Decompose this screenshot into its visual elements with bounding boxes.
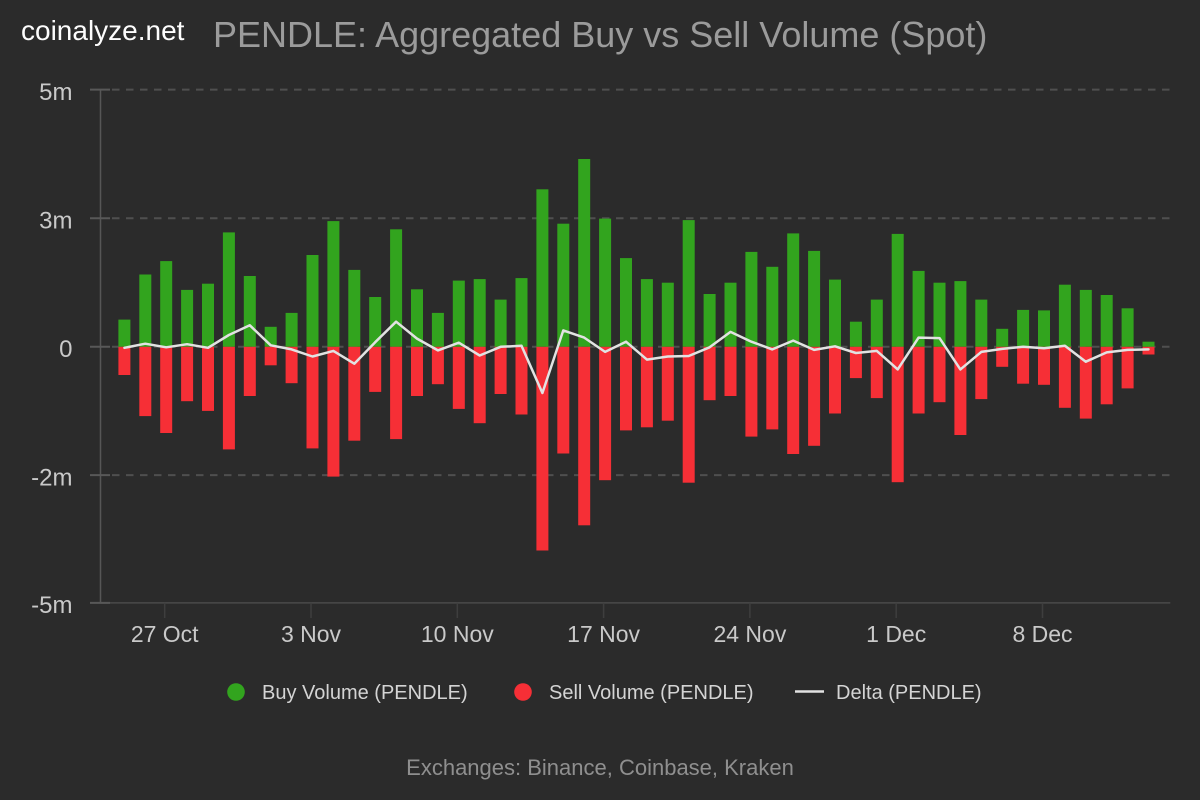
svg-text:17 Nov: 17 Nov — [567, 621, 640, 647]
svg-text:5m: 5m — [39, 79, 72, 106]
svg-text:3 Nov: 3 Nov — [281, 621, 342, 647]
svg-text:coinalyze.net: coinalyze.net — [21, 15, 185, 46]
svg-text:0: 0 — [59, 336, 72, 363]
svg-text:8 Dec: 8 Dec — [1012, 621, 1072, 647]
svg-text:24 Nov: 24 Nov — [713, 621, 786, 647]
svg-text:3m: 3m — [39, 207, 72, 234]
svg-text:-5m: -5m — [31, 592, 72, 619]
svg-text:1 Dec: 1 Dec — [866, 621, 926, 647]
svg-text:27 Oct: 27 Oct — [131, 621, 199, 647]
svg-text:Buy Volume (PENDLE): Buy Volume (PENDLE) — [262, 682, 468, 704]
svg-text:Exchanges: Binance, Coinbase,: Exchanges: Binance, Coinbase, Kraken — [406, 755, 794, 780]
svg-text:Sell Volume (PENDLE): Sell Volume (PENDLE) — [549, 682, 754, 704]
svg-text:PENDLE: Aggregated Buy vs Sell: PENDLE: Aggregated Buy vs Sell Volume (S… — [213, 14, 987, 55]
svg-text:10 Nov: 10 Nov — [421, 621, 494, 647]
svg-text:-2m: -2m — [31, 464, 72, 491]
svg-text:Delta (PENDLE): Delta (PENDLE) — [836, 682, 982, 704]
